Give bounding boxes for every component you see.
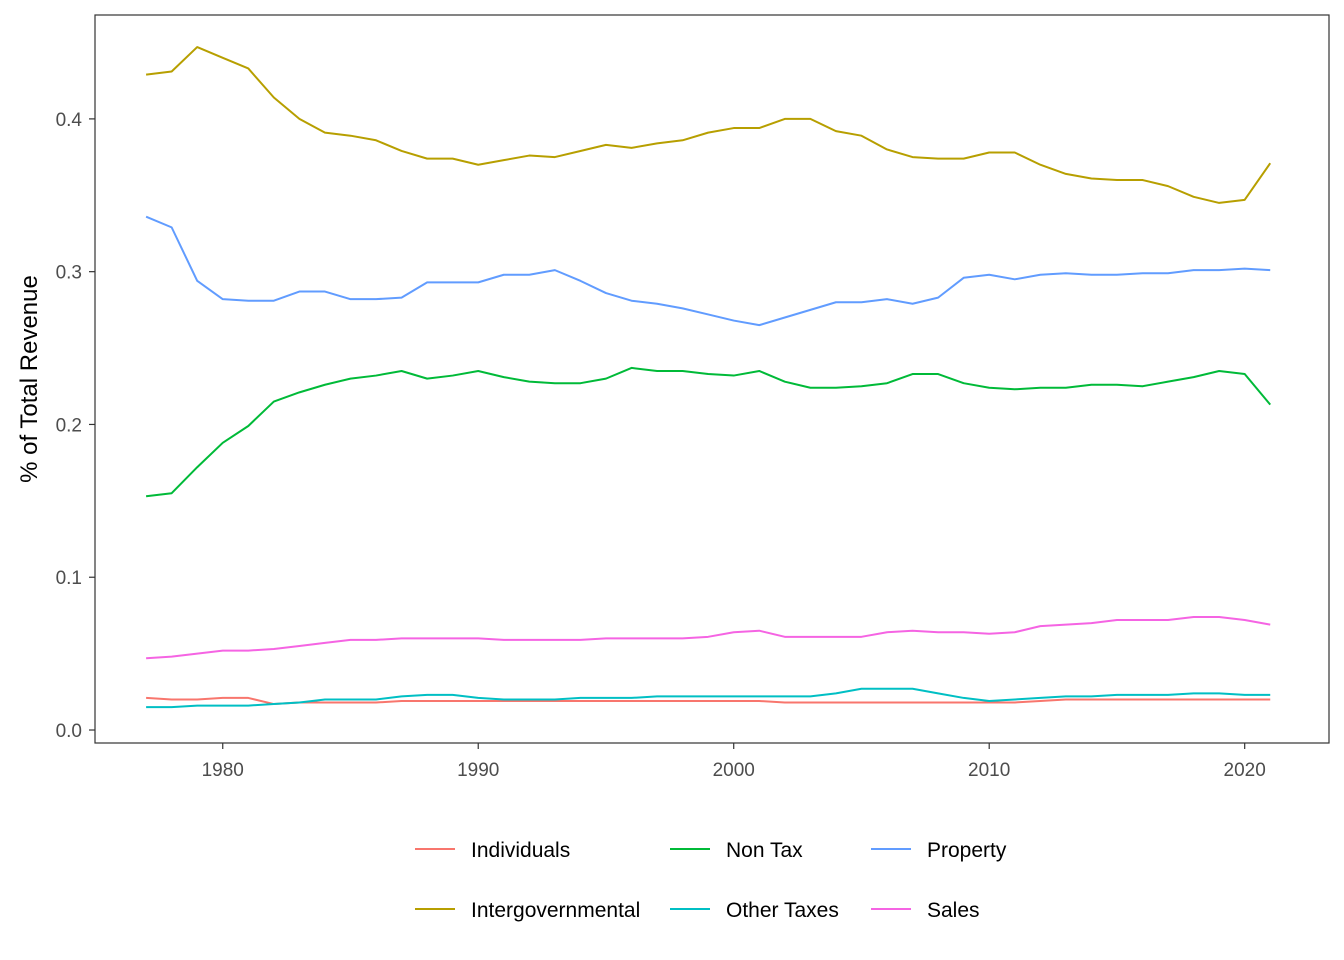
series-line-intergovernmental: [145, 46, 1272, 204]
legend-label: Non Tax: [726, 839, 803, 862]
y-tick-label: 0.1: [56, 568, 82, 589]
series-line-individuals: [146, 696, 1271, 706]
x-axis: 1980 1990 2000 2010 2020: [202, 743, 1266, 781]
y-axis: 0.0 0.1 0.2 0.3 0.4: [56, 110, 95, 742]
x-tick-label: 2000: [713, 760, 755, 781]
series-line-sales: [146, 615, 1271, 660]
x-tick-label: 1980: [202, 760, 244, 781]
x-tick-label: 2010: [968, 760, 1010, 781]
legend-item-sales: Sales: [871, 899, 980, 922]
legend-item-other-taxes: Other Taxes: [670, 899, 839, 922]
legend-label: Sales: [927, 899, 980, 922]
legend-item-property: Property: [871, 839, 1007, 862]
legend-label: Individuals: [471, 839, 570, 862]
legend: Individuals Non Tax Property Intergovernmen…: [415, 839, 1007, 922]
legend-item-non-tax: Non Tax: [670, 839, 803, 862]
y-tick-label: 0.3: [56, 263, 82, 284]
y-tick-label: 0.2: [56, 415, 82, 436]
legend-item-individuals: Individuals: [415, 839, 570, 862]
y-tick-label: 0.4: [56, 110, 83, 131]
plot-panel: [94, 14, 1330, 744]
y-tick-label: 0.0: [56, 721, 82, 742]
legend-label: Property: [927, 839, 1007, 862]
legend-label: Intergovernmental: [471, 899, 640, 922]
series-line-non-tax: [145, 366, 1272, 498]
series-line-property: [145, 215, 1271, 327]
x-tick-label: 1990: [457, 760, 499, 781]
series-line-other-taxes: [146, 687, 1271, 709]
x-tick-label: 2020: [1224, 760, 1266, 781]
legend-label: Other Taxes: [726, 899, 839, 922]
legend-item-intergovernmental: Intergovernmental: [415, 899, 640, 922]
series-layer: [145, 46, 1272, 709]
y-axis-title: % of Total Revenue: [16, 275, 43, 483]
